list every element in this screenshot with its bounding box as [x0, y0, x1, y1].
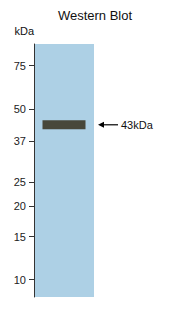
svg-text:10: 10 — [14, 274, 26, 286]
svg-text:43kDa: 43kDa — [121, 119, 154, 131]
svg-text:Western Blot: Western Blot — [58, 8, 133, 23]
svg-text:20: 20 — [14, 200, 26, 212]
svg-text:25: 25 — [14, 176, 26, 188]
svg-text:15: 15 — [14, 231, 26, 243]
svg-text:37: 37 — [14, 135, 26, 147]
svg-text:50: 50 — [14, 103, 26, 115]
svg-text:kDa: kDa — [14, 25, 34, 37]
svg-text:75: 75 — [14, 60, 26, 72]
